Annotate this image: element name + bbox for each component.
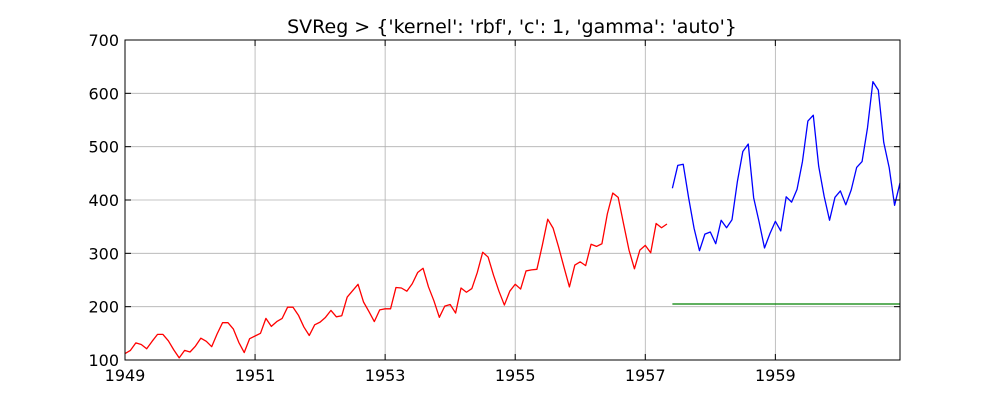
grid xyxy=(124,39,900,361)
y-tick-label: 300 xyxy=(88,244,119,263)
x-tick-label: 1957 xyxy=(625,366,666,385)
x-tick-label: 1959 xyxy=(755,366,796,385)
y-tick-label: 500 xyxy=(88,138,119,157)
chart-title: SVReg > {'kernel': 'rbf', 'c': 1, 'gamma… xyxy=(287,16,737,38)
tick-labels: 1949 1951 1953 1955 1957 1959 100 200 300 400 500 6… xyxy=(88,31,795,385)
series-line-1 xyxy=(671,80,901,252)
x-tick-label: 1951 xyxy=(235,366,276,385)
x-tick-label: 1949 xyxy=(105,366,146,385)
y-tick-label: 200 xyxy=(88,298,119,317)
series-line-0 xyxy=(124,192,668,359)
y-tick-label: 100 xyxy=(88,351,119,370)
y-tick-label: 400 xyxy=(88,191,119,210)
x-tick-label: 1955 xyxy=(495,366,536,385)
x-tick-label: 1953 xyxy=(365,366,406,385)
y-tick-label: 600 xyxy=(88,84,119,103)
y-tick-label: 700 xyxy=(88,31,119,50)
ticks xyxy=(124,39,900,361)
series-layer xyxy=(124,80,901,359)
